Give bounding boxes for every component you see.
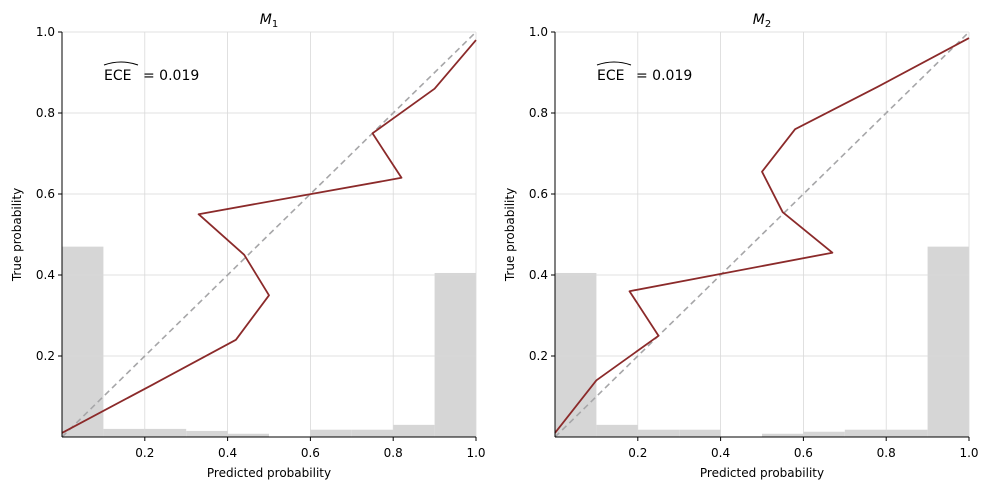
chart-title-subscript: 2 [765,19,771,30]
x-tick-label: 1.0 [466,446,485,460]
histogram-bar [227,433,269,437]
perfect-calibration-line [554,31,970,438]
x-tick-label: 0.8 [384,446,403,460]
y-tick-label: 1.0 [529,25,548,39]
histogram-bar [886,429,928,437]
histogram-bar [434,272,476,437]
x-tick-label: 0.6 [794,446,813,460]
chart-title: M2 [753,12,771,30]
panel-m1: 0.2 0.4 0.6 0.8 1.0 0.2 0.4 0.6 0.8 1.0 Predicted … [10,12,486,480]
y-axis-label: True probability [10,188,24,282]
histogram-bar [351,429,394,437]
histogram-bar [186,430,228,437]
perfect-calibration-line [61,31,477,438]
y-tick-label: 0.2 [529,349,548,363]
x-tick-label: 0.4 [711,446,730,460]
histogram-bar [844,429,887,437]
ece-label: ECE [597,68,624,84]
histogram-bar [555,272,597,437]
x-tick-label: 0.2 [135,446,154,460]
histogram-bar [310,429,352,437]
x-tick-label: 0.4 [218,446,237,460]
chart-title-main: M [260,12,272,28]
chart-title: M1 [260,12,278,30]
histogram-bar [62,246,104,437]
x-axis-label: Predicted probability [207,466,331,480]
ece-label: ECE [104,68,131,84]
y-tick-label: 0.4 [36,268,55,282]
y-tick-label: 0.4 [529,268,548,282]
y-tick-label: 0.8 [36,106,55,120]
ece-hat [596,61,632,66]
histogram-bar [679,429,721,437]
histogram-bar [762,433,804,437]
chart-title-subscript: 1 [272,19,278,30]
y-tick-label: 1.0 [36,25,55,39]
x-tick-label: 0.6 [301,446,320,460]
ece-hat [103,61,139,66]
y-tick-label: 0.2 [36,349,55,363]
histogram-bar [596,424,638,437]
histogram-bar [103,428,145,437]
x-tick-label: 0.2 [628,446,647,460]
histogram-bar [393,424,435,437]
histogram-bar [144,428,187,437]
x-axis-label: Predicted probability [700,466,824,480]
y-axis-label: True probability [503,188,517,282]
panel-m2: 0.2 0.4 0.6 0.8 1.0 0.2 0.4 0.6 0.8 1.0 Predicted … [503,12,979,480]
ece-value: = 0.019 [143,68,199,84]
x-tick-label: 1.0 [959,446,978,460]
y-tick-label: 0.6 [36,187,55,201]
ece-value: = 0.019 [636,68,692,84]
y-tick-label: 0.8 [529,106,548,120]
x-tick-label: 0.8 [877,446,896,460]
y-tick-label: 0.6 [529,187,548,201]
histogram-bar [803,431,845,437]
chart-title-main: M [753,12,765,28]
histogram-bar [637,429,680,437]
calibration-curve [554,37,970,434]
calibration-curve [61,39,477,434]
histogram-bar [927,246,969,437]
